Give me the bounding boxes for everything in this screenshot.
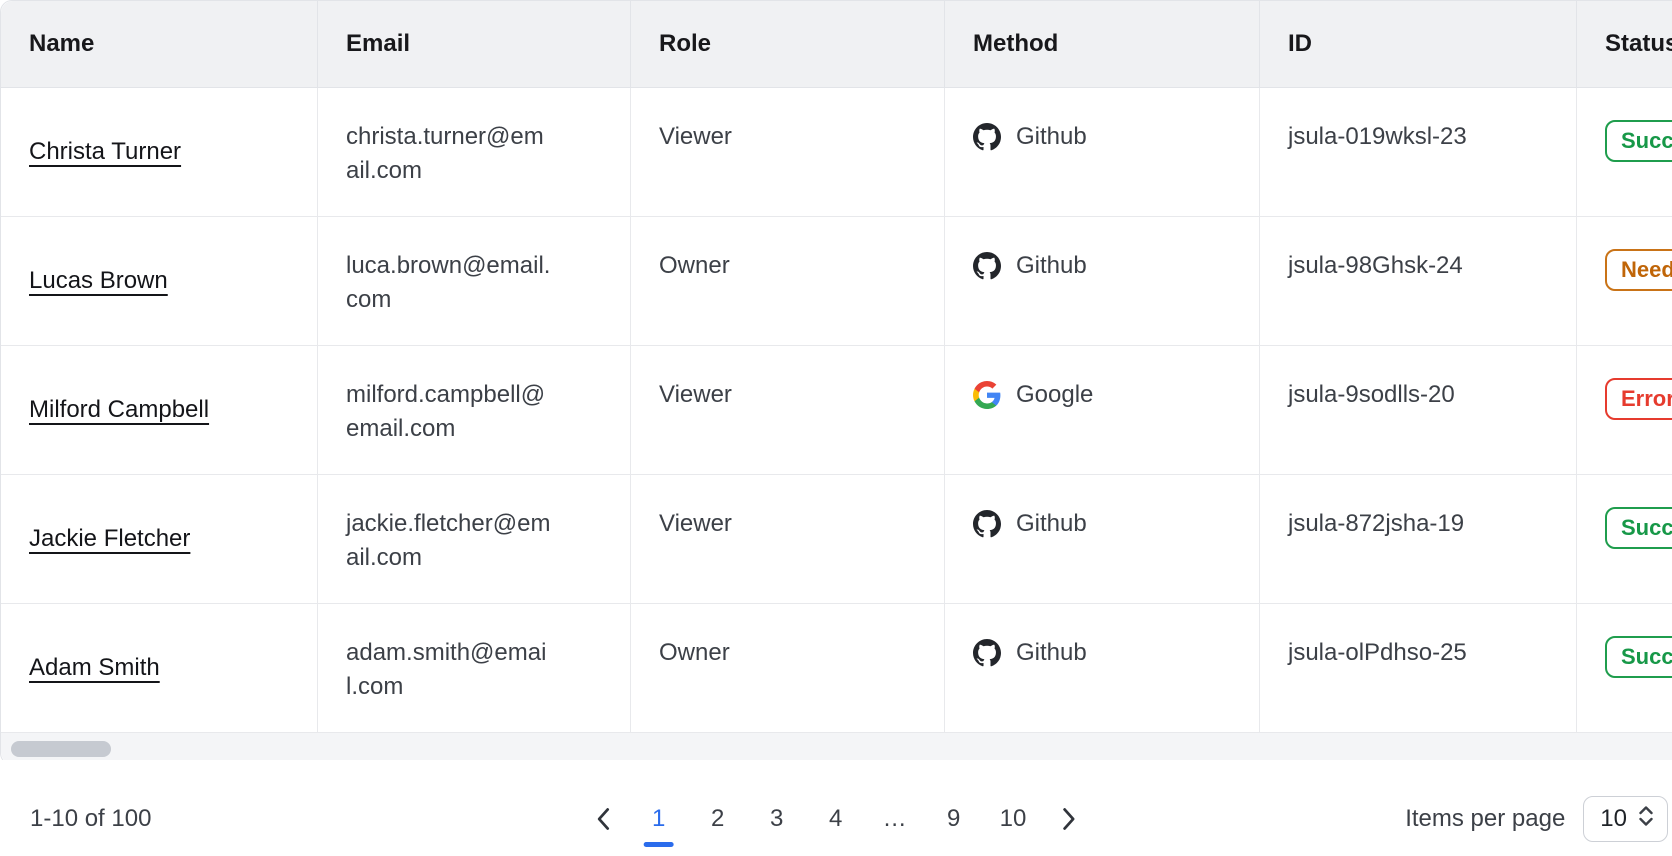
- role-cell: Viewer: [630, 346, 944, 474]
- column-header-name: Name: [29, 30, 95, 57]
- email-text: adam.smith@email.com: [346, 639, 547, 700]
- horizontal-scrollbar-track[interactable]: [1, 733, 1672, 760]
- email-text: luca.brown@email.com: [346, 252, 551, 313]
- pagination-bar: 1-10 of 100 1 2 3 4 … 9 10 Items per pag…: [0, 788, 1672, 850]
- id-cell: jsula-98Ghsk-24: [1259, 217, 1576, 345]
- name-cell: Adam Smith: [1, 604, 317, 732]
- email-cell: luca.brown@email.com: [317, 217, 630, 345]
- unfold-more-icon: [1637, 803, 1655, 836]
- google-icon: [973, 381, 1001, 409]
- user-name-link[interactable]: Christa Turner: [29, 138, 182, 165]
- method-label: Github: [1016, 639, 1087, 666]
- table-container: Name Email Role Method ID Status Christa…: [0, 0, 1672, 760]
- name-cell: Jackie Fletcher: [1, 475, 317, 603]
- id-cell: jsula-872jsha-19: [1259, 475, 1576, 603]
- method-cell: Google: [944, 346, 1259, 474]
- role-cell: Owner: [630, 604, 944, 732]
- items-per-page-select[interactable]: 10: [1583, 796, 1668, 842]
- column-header-method: Method: [944, 1, 1259, 87]
- email-cell: adam.smith@email.com: [317, 604, 630, 732]
- status-cell: Needs attention: [1576, 217, 1672, 345]
- user-name-link[interactable]: Lucas Brown: [29, 267, 168, 294]
- table-row: Milford Campbell milford.campbell@email.…: [1, 346, 1672, 475]
- column-header-status: Status: [1576, 1, 1672, 87]
- column-header-id: ID: [1259, 1, 1576, 87]
- method-cell: Github: [944, 604, 1259, 732]
- page-button-2[interactable]: 2: [705, 805, 731, 833]
- email-cell: milford.campbell@email.com: [317, 346, 630, 474]
- page-button-3[interactable]: 3: [764, 805, 790, 833]
- chevron-left-icon[interactable]: [594, 806, 613, 832]
- table-row: Christa Turner christa.turner@email.com …: [1, 88, 1672, 217]
- table-row: Lucas Brown luca.brown@email.com Owner G…: [1, 217, 1672, 346]
- status-cell: Error: [1576, 346, 1672, 474]
- method-label: Google: [1016, 381, 1094, 408]
- status-badge: Success: [1605, 636, 1672, 678]
- id-cell: jsula-olPdhso-25: [1259, 604, 1576, 732]
- items-per-page-value: 10: [1600, 805, 1627, 832]
- id-cell: jsula-9sodlls-20: [1259, 346, 1576, 474]
- method-label: Github: [1016, 252, 1087, 279]
- table-row: Adam Smith adam.smith@email.com Owner Gi…: [1, 604, 1672, 733]
- name-cell: Lucas Brown: [1, 217, 317, 345]
- pagination-pages: 1 2 3 4 … 9 10: [594, 788, 1079, 850]
- page-button-4[interactable]: 4: [823, 805, 849, 833]
- column-header-email: Email: [317, 1, 630, 87]
- status-badge: Error: [1605, 378, 1672, 420]
- user-name-link[interactable]: Jackie Fletcher: [29, 525, 191, 552]
- status-cell: Success: [1576, 475, 1672, 603]
- status-cell: Success: [1576, 88, 1672, 216]
- status-cell: Success: [1576, 604, 1672, 732]
- column-header-role: Role: [630, 1, 944, 87]
- github-icon: [973, 639, 1001, 667]
- items-per-page-group: Items per page 10: [1405, 796, 1668, 842]
- role-cell: Owner: [630, 217, 944, 345]
- chevron-right-icon[interactable]: [1059, 806, 1078, 832]
- page-button-1[interactable]: 1: [646, 805, 672, 833]
- method-cell: Github: [944, 88, 1259, 216]
- status-badge: Needs attention: [1605, 249, 1672, 291]
- user-name-link[interactable]: Milford Campbell: [29, 396, 210, 423]
- email-cell: jackie.fletcher@email.com: [317, 475, 630, 603]
- status-badge: Success: [1605, 507, 1672, 549]
- email-text: jackie.fletcher@email.com: [346, 510, 551, 571]
- email-text: christa.turner@email.com: [346, 123, 544, 184]
- github-icon: [973, 510, 1001, 538]
- horizontal-scrollbar-thumb[interactable]: [11, 741, 111, 757]
- method-cell: Github: [944, 475, 1259, 603]
- user-name-link[interactable]: Adam Smith: [29, 654, 160, 681]
- email-cell: christa.turner@email.com: [317, 88, 630, 216]
- pagination-ellipsis: …: [882, 805, 907, 832]
- status-badge: Success: [1605, 120, 1672, 162]
- method-cell: Github: [944, 217, 1259, 345]
- id-cell: jsula-019wksl-23: [1259, 88, 1576, 216]
- page-button-9[interactable]: 9: [941, 805, 967, 833]
- method-label: Github: [1016, 510, 1087, 537]
- page-button-10[interactable]: 10: [999, 805, 1027, 832]
- items-per-page-label: Items per page: [1405, 805, 1566, 832]
- name-cell: Milford Campbell: [1, 346, 317, 474]
- method-label: Github: [1016, 123, 1087, 150]
- users-table: Name Email Role Method ID Status Christa…: [0, 0, 1672, 760]
- email-text: milford.campbell@email.com: [346, 381, 546, 442]
- pagination-range-label: 1-10 of 100: [30, 805, 152, 832]
- role-cell: Viewer: [630, 88, 944, 216]
- table-header-row: Name Email Role Method ID Status: [1, 1, 1672, 88]
- github-icon: [973, 252, 1001, 280]
- github-icon: [973, 123, 1001, 151]
- name-cell: Christa Turner: [1, 88, 317, 216]
- role-cell: Viewer: [630, 475, 944, 603]
- table-row: Jackie Fletcher jackie.fletcher@email.co…: [1, 475, 1672, 604]
